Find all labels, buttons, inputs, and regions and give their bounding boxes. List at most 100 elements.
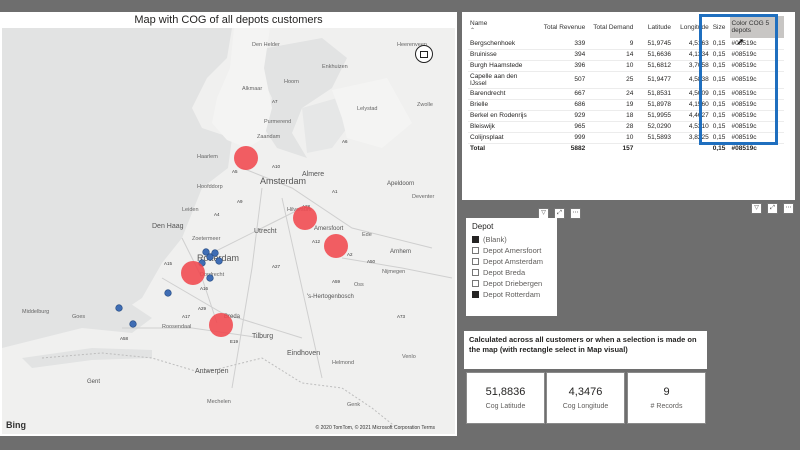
slicer-item-amsterdam[interactable]: Depot Amsterdam	[472, 256, 551, 267]
slicer-item-label: Depot Amsterdam	[483, 257, 544, 266]
slicer-item-label: Depot Driebergen	[483, 279, 543, 288]
table-cell: Bruinisse	[468, 49, 535, 61]
map-visual[interactable]: Map with COG of all depots customers	[0, 12, 457, 436]
table-row[interactable]: Berkel en Rodenrijs 929 18 51,9955 4,462…	[468, 110, 784, 122]
depot-marker-amersfoort	[293, 206, 317, 230]
table-cell: 4,4627	[673, 110, 711, 122]
table-cell: 4,1334	[673, 49, 711, 61]
depot-marker-breda	[209, 313, 233, 337]
road-a59: A59	[332, 279, 341, 284]
customer-marker	[164, 289, 172, 297]
map-canvas[interactable]: Den Helder Alkmaar Hoorn Enkhuizen Heere…	[2, 28, 455, 434]
road-a2: A2	[347, 252, 353, 257]
table-cell: 51,5893	[635, 132, 674, 144]
slicer-item-amersfoort[interactable]: Depot Amersfoort	[472, 245, 551, 256]
column-header-size[interactable]: Size	[712, 23, 726, 31]
road-a73: A73	[397, 314, 406, 319]
table-cell: 52,0290	[635, 121, 674, 133]
checkbox[interactable]	[472, 269, 479, 276]
table-filter-icon[interactable]: ▽	[751, 203, 762, 214]
table-cell: Capelle aan den IJssel	[468, 71, 535, 89]
road-a7: A7	[272, 99, 278, 104]
card-value: 9	[663, 386, 670, 398]
slicer-item-label: Depot Breda	[483, 268, 526, 277]
road-a17: A17	[182, 314, 191, 319]
slicer-item-label: Depot Amersfoort	[483, 246, 542, 255]
table-expand-icon[interactable]: ⤢	[767, 203, 778, 214]
table-row[interactable]: Bleiswijk 965 28 52,0290 4,5310 0,15 #08…	[468, 121, 784, 133]
city-labels: Den Helder Alkmaar Hoorn Enkhuizen Heere…	[22, 42, 434, 408]
slicer-item-driebergen[interactable]: Depot Driebergen	[472, 278, 551, 289]
card-cog-latitude[interactable]: 51,8836 Cog Latitude	[466, 372, 545, 424]
city-label-purmerend: Purmerend	[264, 119, 291, 125]
mouse-cursor-icon: ➚	[736, 37, 745, 48]
city-label-leiden: Leiden	[182, 207, 199, 213]
checkbox[interactable]	[472, 247, 479, 254]
column-header-latitude[interactable]: Latitude	[647, 23, 672, 31]
table-row[interactable]: Capelle aan den IJssel 507 25 51,9477 4,…	[468, 71, 784, 89]
table-cell: 0,15	[710, 110, 730, 122]
city-label-alkmaar: Alkmaar	[242, 86, 262, 92]
table-row[interactable]: Burgh Haamstede 396 10 51,6812 3,7058 0,…	[468, 60, 784, 72]
city-label-hoorn: Hoorn	[284, 79, 299, 85]
column-header-total-revenue[interactable]: Total Revenue	[543, 23, 586, 31]
checkbox[interactable]	[472, 280, 479, 287]
checkbox[interactable]	[472, 258, 479, 265]
table-cell: 3,8225	[673, 132, 711, 144]
checkbox-checked[interactable]	[472, 236, 479, 243]
card-records[interactable]: 9 # Records	[627, 372, 706, 424]
table-cell: 929	[534, 110, 588, 122]
road-a5: A5	[232, 169, 238, 174]
table-cell: 0,15	[710, 88, 730, 100]
map-copyright[interactable]: © 2020 TomTom, © 2021 Microsoft Corporat…	[315, 425, 435, 431]
column-header-name[interactable]: Name ⌃	[470, 20, 488, 34]
column-header-color-cog[interactable]: Color COG 5 depots	[729, 16, 784, 38]
sort-ascending-icon: ⌃	[470, 28, 476, 34]
table-visual[interactable]: Name ⌃ Total Revenue Total Demand Latitud…	[462, 12, 795, 200]
table-row[interactable]: Barendrecht 667 24 51,8531 4,5009 0,15 #…	[468, 88, 784, 100]
column-header-longitude[interactable]: Longitude	[680, 23, 709, 31]
slicer-item-breda[interactable]: Depot Breda	[472, 267, 551, 278]
table-cell: #08519c	[729, 99, 784, 111]
table-cell: 51,6812	[635, 60, 674, 72]
city-label-amsterdam: Amsterdam	[260, 176, 306, 186]
card-cog-longitude[interactable]: 4,3476 Cog Longitude	[546, 372, 625, 424]
table-cell: Brielle	[468, 99, 535, 111]
table-cell: #08519c	[729, 121, 784, 133]
city-label-almere: Almere	[302, 171, 324, 178]
table-row[interactable]: Bergschenhoek 339 9 51,9745 4,5163 0,15 …	[468, 38, 784, 50]
card-value: 4,3476	[568, 386, 603, 398]
table-cell: 51,9955	[635, 110, 674, 122]
depot-slicer[interactable]: Depot (Blank) Depot Amersfoort Depot Ams…	[466, 218, 557, 316]
checkbox-checked[interactable]	[472, 291, 479, 298]
table-cell: 0,15	[710, 71, 730, 89]
focus-mode-button[interactable]	[415, 45, 433, 63]
customer-marker	[206, 253, 214, 261]
road-a15: A15	[164, 261, 173, 266]
slicer-title: Depot	[472, 222, 494, 231]
map-title: Map with COG of all depots customers	[134, 14, 323, 26]
table-row[interactable]: Colijnsplaat 999 10 51,5893 3,8225 0,15 …	[468, 132, 784, 144]
table-cell: #08519c	[729, 49, 784, 61]
table-cell: 19	[587, 99, 636, 111]
table-cell	[673, 142, 711, 154]
city-label-amersfoort: Amersfoort	[314, 226, 344, 232]
depot-marker-amsterdam	[234, 146, 258, 170]
more-options-icon[interactable]: ⋯	[570, 208, 581, 219]
column-header-total-demand[interactable]: Total Demand	[593, 23, 634, 31]
table-row[interactable]: Bruinisse 394 14 51,6636 4,1334 0,15 #08…	[468, 49, 784, 61]
table-row[interactable]: Brielle 686 19 51,8978 4,1560 0,15 #0851…	[468, 99, 784, 111]
slicer-item-rotterdam[interactable]: Depot Rotterdam	[472, 289, 551, 300]
slicer-item-blank[interactable]: (Blank)	[472, 234, 551, 245]
table-more-options-icon[interactable]: ⋯	[783, 203, 794, 214]
road-a50: A50	[367, 259, 376, 264]
expand-icon[interactable]: ⤢	[554, 208, 565, 219]
table-cell: Total	[468, 142, 535, 154]
city-label-breda: Breda	[224, 314, 241, 320]
road-a1: A1	[332, 189, 338, 194]
road-a29: A29	[198, 306, 207, 311]
city-label-genk: Genk	[347, 402, 360, 408]
table-cell: 10	[587, 60, 636, 72]
table-cell: 0,15	[710, 132, 730, 144]
table-cell: #08519c	[729, 132, 784, 144]
